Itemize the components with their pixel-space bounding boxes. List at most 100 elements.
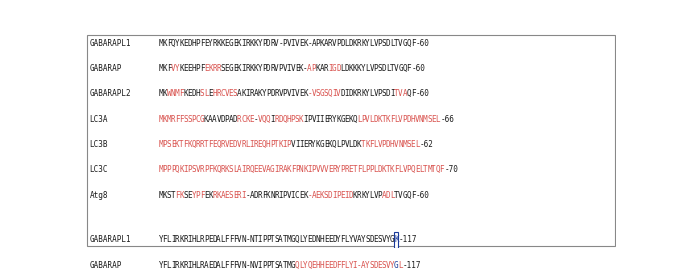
Text: Q: Q [216,165,221,174]
Text: N: N [171,89,175,98]
Text: A: A [216,261,221,270]
Text: H: H [196,89,200,98]
Text: T: T [382,115,386,124]
Text: F: F [200,64,205,73]
Text: P: P [341,140,345,149]
Text: S: S [183,115,188,124]
Text: F: F [341,235,345,244]
Text: K: K [266,191,271,200]
Text: Q: Q [266,115,271,124]
Text: L: L [419,165,423,174]
Text: R: R [220,165,225,174]
Text: D: D [369,235,374,244]
Text: V: V [287,191,291,200]
Text: S: S [382,39,386,48]
Text: G: G [200,115,205,124]
Text: -60: -60 [415,191,430,200]
Text: L: L [436,115,440,124]
Text: S: S [369,261,374,270]
Text: C: C [295,191,300,200]
Text: V: V [337,89,341,98]
Text: L: L [398,261,403,270]
Text: D: D [212,261,217,270]
Text: Y: Y [175,39,180,48]
Text: P: P [163,140,167,149]
Text: V: V [402,165,407,174]
Text: S: S [167,140,171,149]
Text: L: L [394,115,399,124]
Text: A: A [237,165,241,174]
Text: E: E [349,165,353,174]
Text: L: L [415,140,419,149]
Text: D: D [386,39,391,48]
Text: D: D [254,191,258,200]
Text: H: H [410,115,415,124]
Text: F: F [175,191,180,200]
Text: R: R [200,235,205,244]
Text: S: S [167,191,171,200]
Text: V: V [394,64,399,73]
Text: I: I [307,165,312,174]
Text: K: K [175,140,180,149]
Text: R: R [274,191,279,200]
Text: R: R [274,89,279,98]
Text: R: R [183,235,188,244]
Text: F: F [406,64,411,73]
Text: T: T [394,39,399,48]
Text: R: R [175,235,180,244]
Text: K: K [299,115,304,124]
Text: E: E [258,140,262,149]
Text: H: H [192,235,196,244]
Text: F: F [369,140,374,149]
Text: P: P [204,235,209,244]
Text: M: M [423,115,428,124]
Text: T: T [394,89,399,98]
Text: K: K [394,235,399,244]
Text: Y: Y [365,39,370,48]
Text: V: V [295,39,300,48]
Text: V: V [237,235,241,244]
Text: V: V [254,261,258,270]
Text: I: I [291,39,295,48]
Text: L: L [345,235,349,244]
Text: D: D [192,89,196,98]
Text: G: G [341,115,345,124]
Text: E: E [171,140,175,149]
Text: Y: Y [175,64,180,73]
Text: S: S [228,191,233,200]
Text: Q: Q [295,261,300,270]
Text: V: V [216,115,221,124]
Text: P: P [282,191,287,200]
Text: F: F [175,115,180,124]
Text: D: D [266,64,271,73]
Text: E: E [299,89,304,98]
Text: L: L [196,235,200,244]
Text: T: T [390,64,395,73]
Text: V: V [237,140,241,149]
Text: R: R [246,39,250,48]
Text: A: A [282,165,287,174]
Text: G: G [270,165,275,174]
Text: V: V [258,115,262,124]
Text: L: L [196,261,200,270]
Text: L: L [345,39,349,48]
Text: F: F [179,89,184,98]
Text: I: I [270,115,275,124]
Text: G: G [390,235,395,244]
Text: K: K [250,39,254,48]
Text: C: C [220,89,225,98]
Text: A: A [220,191,225,200]
Text: I: I [241,39,246,48]
Text: T: T [270,261,275,270]
Text: R: R [254,140,258,149]
Text: R: R [250,89,254,98]
Text: D: D [382,64,386,73]
Text: Y: Y [365,261,370,270]
Text: D: D [332,235,337,244]
Text: GABARAPL1: GABARAPL1 [90,39,131,48]
Text: F: F [163,235,167,244]
Text: F: F [233,235,237,244]
Text: D: D [187,39,192,48]
Bar [394,258,399,273]
Text: K: K [258,89,262,98]
